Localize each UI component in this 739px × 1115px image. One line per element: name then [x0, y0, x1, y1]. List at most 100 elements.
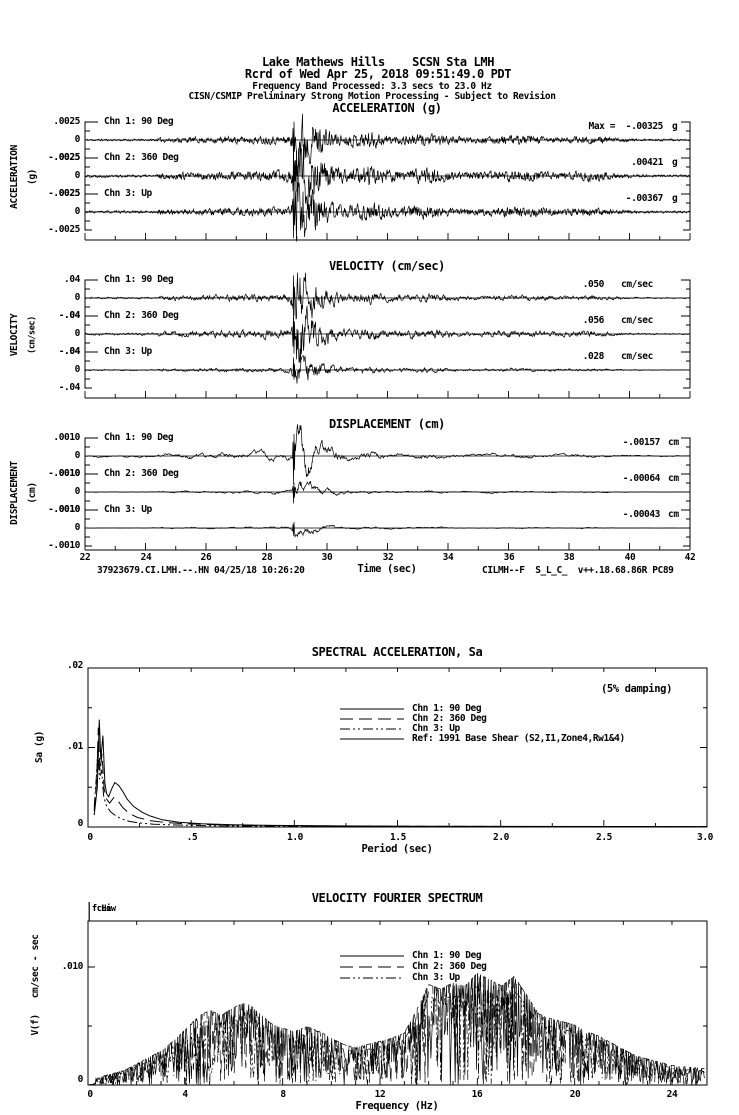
sa-title: SPECTRAL ACCELERATION, Sa — [311, 645, 483, 659]
fourier-xtick: 12 — [374, 1089, 386, 1100]
time-axis-label: Time (sec) — [357, 563, 417, 575]
vel-ch3-ytick-neg: -.04 — [58, 382, 81, 393]
vel-ch1-label: Chn 1: 90 Deg — [104, 274, 174, 285]
vel-ch2-ytick-neg: -.04 — [58, 346, 81, 357]
disp-ch2-ytick-pos: .0010 — [53, 468, 80, 479]
acceleration-title: ACCELERATION (g) — [332, 101, 442, 115]
disp-ch2-peak: -.00064 — [622, 473, 661, 484]
vel-ch2-unit: cm/sec — [621, 315, 653, 326]
acc-ch1-ytick-neg: -.0025 — [48, 152, 80, 163]
disp-ch2-label: Chn 2: 360 Deg — [104, 468, 179, 479]
sa-xtick: 2.5 — [596, 832, 612, 843]
sa-xtick: 0 — [87, 832, 93, 843]
acc-ch2-ytick-neg: -.0025 — [48, 188, 80, 199]
acc-ch1-unit: g — [672, 121, 678, 132]
damping-note: (5% damping) — [600, 683, 672, 695]
sa-ytick-0: 0 — [77, 818, 84, 829]
acc-ch1-ytick-pos: .0025 — [53, 116, 80, 127]
time-tick: 40 — [624, 552, 636, 563]
fourier-xtick: 20 — [569, 1089, 581, 1100]
sa-ylabel: Sa (g) — [34, 731, 45, 763]
sa-xtick: .5 — [186, 832, 198, 843]
vel-ch1-unit: cm/sec — [621, 279, 653, 290]
acc-ch3-ytick-neg: -.0025 — [48, 224, 80, 235]
sa-xtick: 2.0 — [493, 832, 509, 843]
acc-ch1-label: Chn 1: 90 Deg — [104, 116, 174, 127]
sa-legend-ref: Ref: 1991 Base Shear (S2,I1,Zone4,Rw1&4) — [412, 733, 625, 744]
disp-ch1-label: Chn 1: 90 Deg — [104, 432, 174, 443]
processing-note: CISN/CSMIP Preliminary Strong Motion Pro… — [188, 91, 556, 102]
sa-legend-ch1: Chn 1: 90 Deg — [412, 703, 482, 714]
fourier-ylabel: V(f) cm/sec - sec — [30, 934, 41, 1036]
disp-ch1-ytick-pos: .0010 — [53, 432, 80, 443]
vel-ch1-peak: .050 — [582, 279, 605, 290]
acc-ch3-label: Chn 3: Up — [104, 188, 152, 199]
time-tick: 32 — [382, 552, 394, 563]
disp-ch3-ytick-neg: -.0010 — [48, 540, 80, 551]
disp-ch1-unit: cm — [668, 437, 679, 448]
acc-ch2-ytick-pos: .0025 — [53, 152, 80, 163]
station-title: Lake Mathews Hills SCSN Sta LMH — [261, 55, 495, 69]
disp-ch3-ytick-zero: 0 — [74, 522, 81, 533]
acc-ch2-unit: g — [672, 157, 678, 168]
time-tick: 36 — [503, 552, 515, 563]
acc-ch3-unit: g — [672, 193, 678, 204]
time-tick: 26 — [200, 552, 212, 563]
time-tick: 28 — [261, 552, 273, 563]
vel-ch3-peak: .028 — [582, 351, 605, 362]
sa-xlabel: Period (sec) — [361, 843, 433, 855]
fc-high-marker-label: fcHi — [92, 904, 111, 914]
vel-ch1-ytick-pos: .04 — [64, 274, 80, 285]
sa-ytick-01: .01 — [67, 741, 83, 752]
acc-ch2-peak: .00421 — [631, 157, 663, 168]
vel-ch1-ytick-zero: 0 — [74, 292, 81, 303]
time-tick: 38 — [563, 552, 575, 563]
vel-ch2-peak: .056 — [582, 315, 605, 326]
disp-ch1-ytick-neg: -.0010 — [48, 468, 80, 479]
fourier-title: VELOCITY FOURIER SPECTRUM — [311, 891, 483, 905]
record-id-footer: 37923679.CI.LMH.--.HN 04/25/18 10:26:20 — [97, 565, 305, 576]
sa-xtick: 3.0 — [697, 832, 713, 843]
vel-ch3-ytick-pos: .04 — [64, 346, 80, 357]
disp-ch2-ytick-neg: -.0010 — [48, 504, 80, 515]
sa-legend-ch2: Chn 2: 360 Deg — [412, 713, 487, 724]
vel-ch3-unit: cm/sec — [621, 351, 653, 362]
time-tick: 42 — [684, 552, 696, 563]
time-tick: 22 — [79, 552, 91, 563]
vel-ch3-ytick-zero: 0 — [74, 364, 81, 375]
disp-ch1-peak: -.00157 — [622, 437, 661, 448]
vel-ch2-label: Chn 2: 360 Deg — [104, 310, 179, 321]
vel-ch1-ytick-neg: -.04 — [58, 310, 81, 321]
sa-xtick: 1.0 — [287, 832, 303, 843]
fourier-xtick: 24 — [666, 1089, 678, 1100]
acc-ch3-ytick-zero: 0 — [74, 206, 81, 217]
frequency-band-note: Frequency Band Processed: 3.3 secs to 23… — [252, 81, 492, 92]
acc-ch2-ytick-zero: 0 — [74, 170, 81, 181]
fourier-xtick: 16 — [471, 1089, 483, 1100]
vel-ch3-label: Chn 3: Up — [104, 346, 152, 357]
sa-legend-ch3: Chn 3: Up — [412, 723, 460, 734]
fourier-legend-ch3: Chn 3: Up — [412, 972, 460, 983]
time-tick: 34 — [442, 552, 454, 563]
disp-ch3-label: Chn 3: Up — [104, 504, 152, 515]
disp-ch1-ytick-zero: 0 — [74, 450, 81, 461]
fourier-xtick: 4 — [182, 1089, 188, 1100]
vel-ch2-ytick-zero: 0 — [74, 328, 81, 339]
disp-ch3-unit: cm — [668, 509, 679, 520]
sa-ytick-02: .02 — [67, 660, 83, 671]
acc-ch1-peak: Max = -.00325 — [588, 121, 664, 132]
acc-ch2-label: Chn 2: 360 Deg — [104, 152, 179, 163]
fourier-legend-ch2: Chn 2: 360 Deg — [412, 961, 487, 972]
fourier-legend-ch1: Chn 1: 90 Deg — [412, 950, 482, 961]
fourier-xtick: 0 — [87, 1089, 93, 1100]
displacement-title: DISPLACEMENT (cm) — [328, 417, 446, 431]
velocity-title: VELOCITY (cm/sec) — [328, 259, 446, 273]
processing-code-footer: CILMH--F S_L_C_ v++.18.68.86R PC89 — [482, 565, 674, 576]
disp-ch2-unit: cm — [668, 473, 679, 484]
acc-ch3-ytick-pos: .0025 — [53, 188, 80, 199]
disp-ch3-peak: -.00043 — [622, 509, 661, 520]
fourier-ytick-0: 0 — [77, 1074, 84, 1085]
sa-xtick: 1.5 — [390, 832, 406, 843]
